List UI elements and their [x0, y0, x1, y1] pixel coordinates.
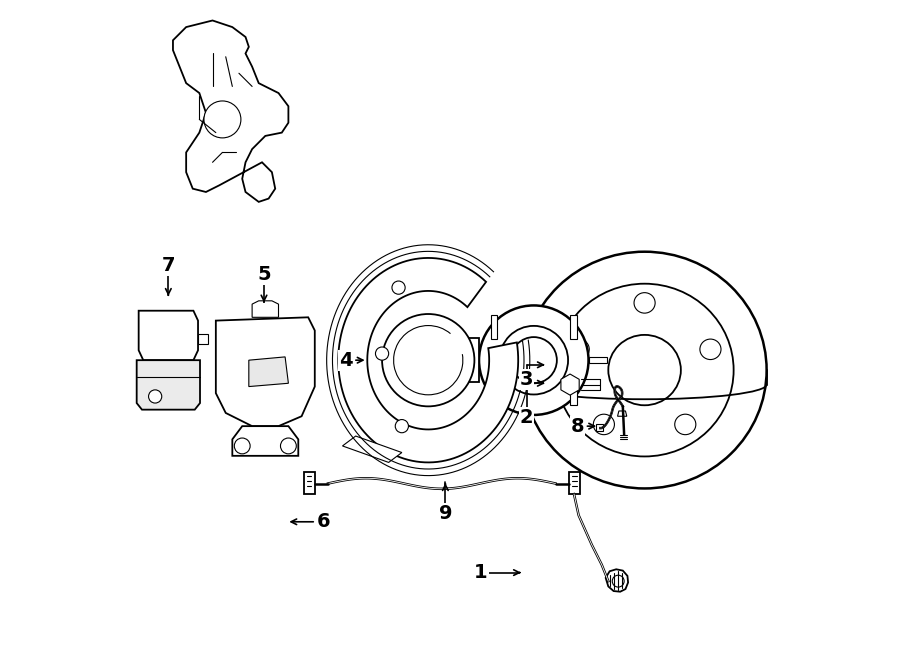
Polygon shape — [597, 424, 603, 431]
Text: 5: 5 — [257, 265, 271, 284]
Text: 6: 6 — [317, 512, 330, 531]
Polygon shape — [137, 360, 200, 410]
Polygon shape — [216, 317, 315, 426]
Polygon shape — [343, 436, 401, 463]
Polygon shape — [338, 258, 518, 463]
Ellipse shape — [700, 339, 721, 360]
Polygon shape — [570, 315, 577, 339]
Polygon shape — [617, 411, 626, 416]
Circle shape — [395, 420, 409, 433]
Circle shape — [382, 314, 474, 407]
Text: 9: 9 — [438, 504, 452, 524]
Ellipse shape — [593, 414, 615, 435]
Polygon shape — [569, 473, 580, 494]
Text: 8: 8 — [571, 416, 584, 436]
Polygon shape — [139, 311, 198, 360]
Circle shape — [204, 101, 241, 138]
Text: 3: 3 — [520, 370, 534, 389]
Ellipse shape — [634, 293, 655, 313]
Polygon shape — [453, 338, 479, 382]
Text: 1: 1 — [474, 563, 488, 582]
Polygon shape — [252, 301, 278, 317]
Polygon shape — [570, 381, 577, 405]
Circle shape — [479, 305, 589, 415]
Ellipse shape — [500, 326, 568, 395]
Circle shape — [148, 390, 162, 403]
Ellipse shape — [608, 335, 681, 405]
Text: 4: 4 — [339, 351, 353, 369]
Polygon shape — [491, 315, 498, 339]
Polygon shape — [198, 334, 208, 344]
Text: 7: 7 — [162, 256, 176, 276]
Polygon shape — [561, 374, 580, 395]
Polygon shape — [491, 381, 498, 405]
Polygon shape — [232, 426, 298, 456]
Polygon shape — [606, 569, 628, 592]
Circle shape — [281, 438, 296, 454]
Polygon shape — [248, 357, 288, 387]
Ellipse shape — [675, 414, 696, 435]
Polygon shape — [173, 20, 288, 202]
Circle shape — [234, 438, 250, 454]
Circle shape — [375, 347, 389, 360]
Text: 2: 2 — [519, 408, 534, 427]
Polygon shape — [303, 473, 315, 494]
Ellipse shape — [568, 339, 590, 360]
Ellipse shape — [523, 252, 767, 488]
Circle shape — [392, 281, 405, 294]
Polygon shape — [589, 357, 607, 364]
